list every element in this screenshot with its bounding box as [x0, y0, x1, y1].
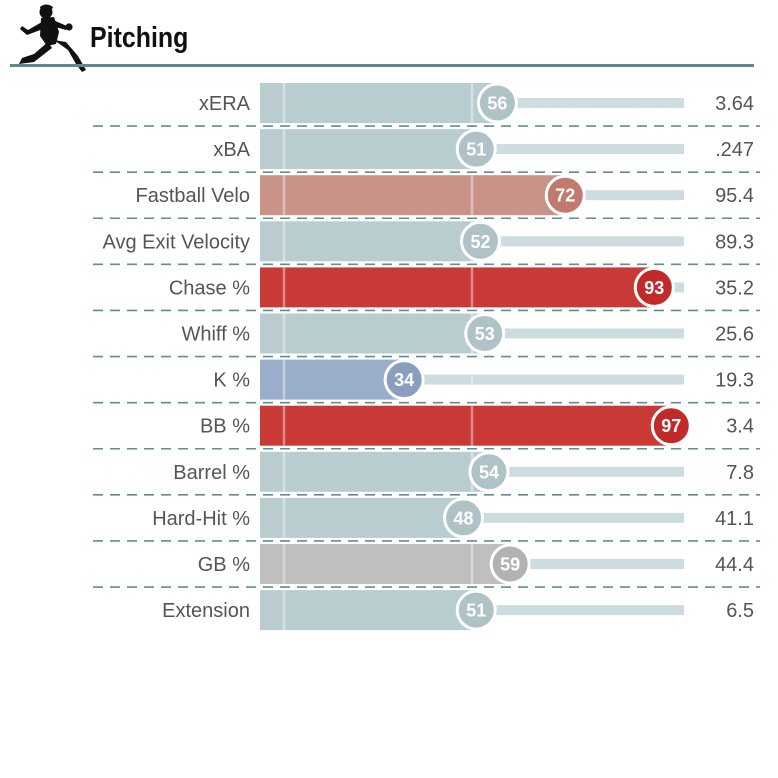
- percentile-marker: [459, 220, 501, 262]
- percentile-bar: [260, 405, 672, 446]
- track-bar: [260, 374, 684, 385]
- percentile-label: 48: [454, 508, 474, 528]
- row-label: BB %: [200, 416, 250, 438]
- chart-row: Fastball Velo 72 95.4: [135, 174, 754, 216]
- chart-row: K % 34 19.3: [213, 359, 754, 401]
- row-label: Fastball Velo: [135, 185, 250, 207]
- percentile-marker: [464, 313, 506, 354]
- chart-rows: xERA 56 3.64 xBA 51 .247 Fastball Velo 72 95.4 Av…: [103, 82, 754, 631]
- row-label: Whiff %: [181, 324, 250, 346]
- row-label: Barrel %: [173, 462, 250, 484]
- percentile-label: 52: [470, 232, 490, 252]
- percentile-label: 72: [555, 186, 575, 206]
- percentile-marker: [443, 497, 485, 539]
- row-label: Extension: [162, 600, 250, 622]
- percentile-label: 54: [479, 462, 499, 482]
- stat-value: 89.3: [715, 231, 754, 253]
- percentile-marker: [468, 451, 510, 493]
- chart-row: Extension 51 6.5: [162, 589, 754, 631]
- chart-row: xBA 51 .247: [213, 128, 754, 170]
- chart-row: xERA 56 3.64: [199, 82, 754, 124]
- chart-row: Chase % 93 35.2: [169, 266, 754, 308]
- percentile-marker: [455, 128, 497, 170]
- row-label: Chase %: [169, 277, 250, 299]
- percentile-marker: [455, 589, 497, 631]
- percentile-label: 56: [487, 94, 507, 114]
- stat-value: 3.64: [715, 93, 754, 115]
- stat-value: 41.1: [715, 508, 754, 530]
- percentile-marker: [383, 359, 425, 401]
- percentile-marker: [489, 543, 531, 585]
- percentile-marker: [633, 266, 675, 308]
- percentile-bar: [260, 359, 405, 400]
- percentile-label: 59: [500, 555, 520, 575]
- percentile-bar: [260, 313, 485, 354]
- percentile-marker: [476, 82, 518, 124]
- percentile-label: 93: [644, 278, 664, 298]
- percentile-label: 51: [466, 140, 486, 160]
- stat-value: 44.4: [715, 554, 754, 576]
- percentile-marker: [650, 405, 692, 447]
- row-dividers: [93, 125, 760, 588]
- percentile-label: 97: [661, 416, 681, 436]
- chart-row: Whiff % 53 25.6: [181, 313, 754, 354]
- row-label: GB %: [198, 554, 250, 576]
- percentile-bar: [260, 267, 655, 308]
- row-label: xBA: [213, 139, 250, 161]
- header-divider: [10, 64, 754, 67]
- row-label: Hard-Hit %: [152, 508, 250, 530]
- stat-value: 7.8: [726, 462, 754, 484]
- percentile-bar: [260, 175, 566, 216]
- section-header: Pitching: [0, 0, 778, 72]
- stat-value: 95.4: [715, 185, 754, 207]
- chart-row: Avg Exit Velocity 52 89.3: [103, 220, 754, 262]
- stat-value: 3.4: [726, 416, 754, 438]
- chart-row: GB % 59 44.4: [198, 543, 754, 585]
- percentile-bar: [260, 221, 481, 262]
- chart-row: Barrel % 54 7.8: [173, 451, 754, 493]
- percentile-bar: [260, 83, 498, 123]
- stat-value: 19.3: [715, 370, 754, 392]
- chart-row: Hard-Hit % 48 41.1: [152, 497, 754, 539]
- row-label: K %: [213, 370, 250, 392]
- percentile-label: 53: [475, 324, 495, 344]
- row-label: Avg Exit Velocity: [103, 231, 250, 253]
- percentile-label: 51: [466, 601, 486, 621]
- percentile-bar: [260, 497, 464, 538]
- percentile-marker: [544, 174, 586, 216]
- stat-value: 35.2: [715, 277, 754, 299]
- stat-value: 6.5: [726, 600, 754, 622]
- percentile-bar: [260, 544, 511, 584]
- row-label: xERA: [199, 93, 251, 115]
- percentile-bar: [260, 590, 477, 631]
- percentile-bar: [260, 129, 477, 170]
- percentile-bar: [260, 451, 489, 492]
- page-title: Pitching: [90, 22, 189, 54]
- percentile-label: 34: [394, 370, 414, 390]
- stat-value: .247: [715, 139, 754, 161]
- stat-value: 25.6: [715, 324, 754, 346]
- chart-row: BB % 97 3.4: [200, 405, 754, 447]
